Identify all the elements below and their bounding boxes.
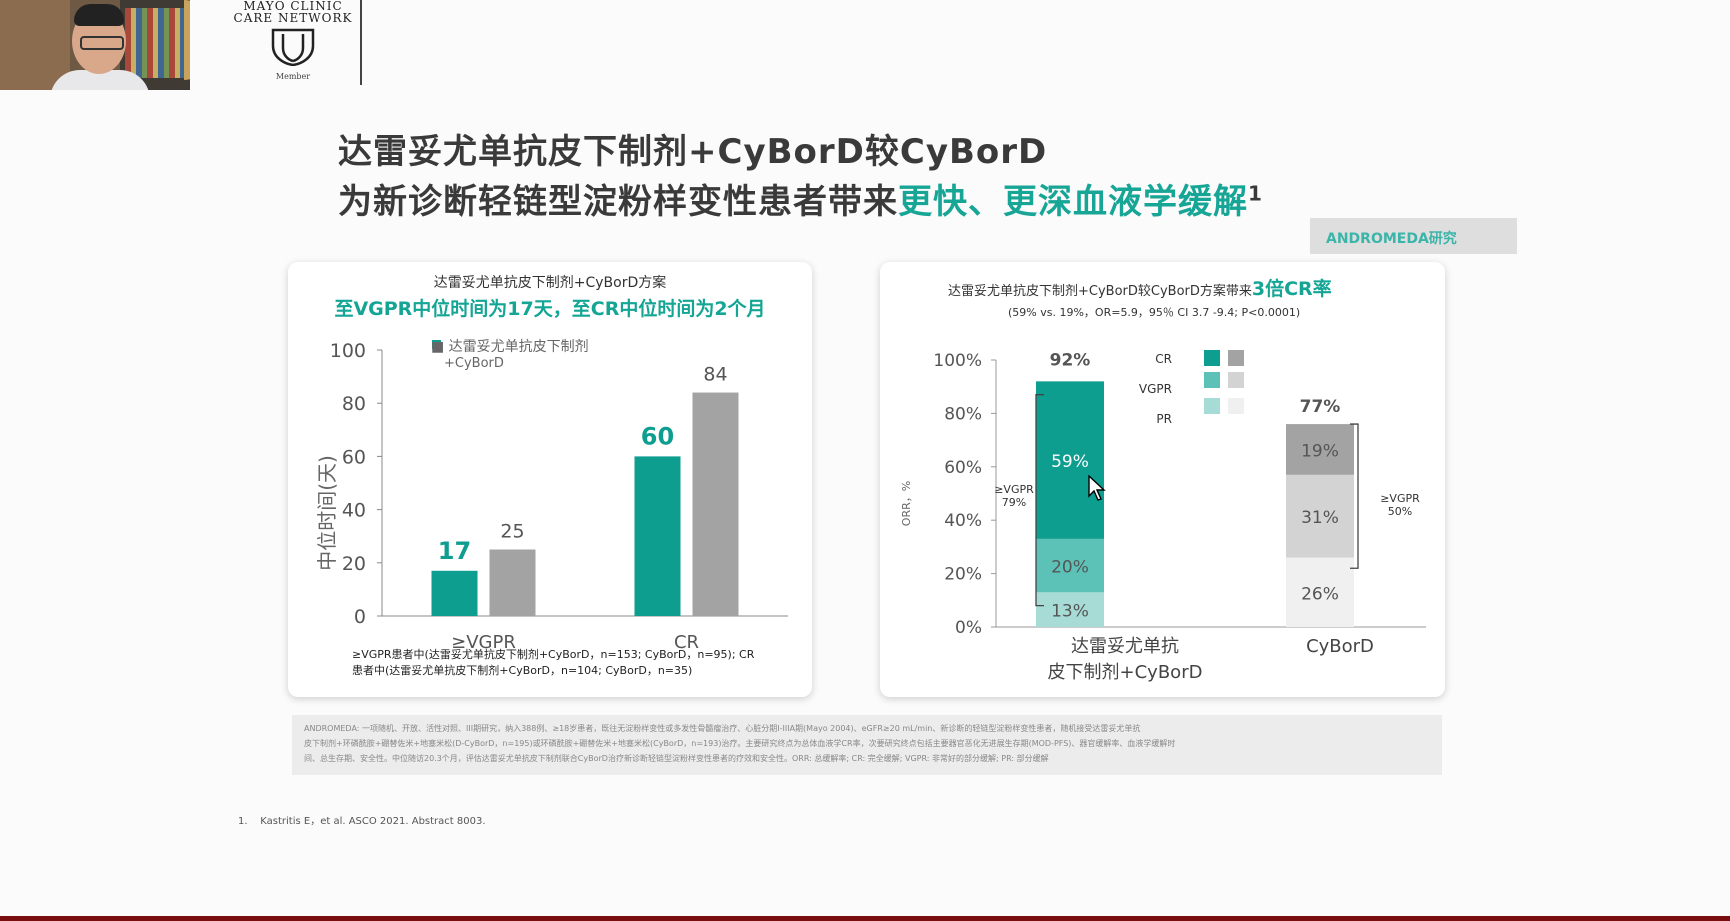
chart1-legend-swatch [432, 340, 441, 349]
logo-line-2: CARE NETWORK [233, 11, 353, 25]
median-time-bar-chart: 0 20 40 60 80 100 中位时间(天) ≥VGPR 17 25 CR 60 84 [315, 340, 788, 653]
right-heading-plain: 达雷妥尤单抗皮下制剂+CyBorD较CyBorD方案带来 [948, 284, 1252, 299]
legend-swatch-cr-grey [1228, 350, 1244, 366]
shield-icon [271, 28, 315, 67]
left-card-heading: 达雷妥尤单抗皮下制剂+CyBorD方案 [433, 275, 667, 291]
right-chart-card: 达雷妥尤单抗皮下制剂+CyBorD较CyBorD方案带来3倍CR率 (59% v… [880, 262, 1445, 697]
chart1-data-label: 60 [641, 422, 674, 450]
right-card-heading: 达雷妥尤单抗皮下制剂+CyBorD较CyBorD方案带来3倍CR率 [948, 274, 1332, 301]
chart2-bar-segment [1286, 557, 1354, 627]
chart1-y-tick-label: 40 [342, 500, 366, 522]
chart2-segment-label: 59% [1051, 452, 1089, 472]
slide-title-line-2: 为新诊断轻链型淀粉样变性患者带来更快、更深血液学缓解1 [338, 174, 1263, 223]
title-line-1-text: 达雷妥尤单抗皮下制剂+CyBorD较CyBorD [338, 132, 1048, 172]
chart2-segment-label: 26% [1301, 584, 1339, 604]
bracket-right-line2: 50% [1387, 505, 1413, 518]
chart2-segment-label: 19% [1301, 441, 1339, 461]
bracket-left-label: ≥VGPR 79% [986, 483, 1042, 509]
chart2-bar-segment [1036, 592, 1104, 627]
bottom-bar [0, 916, 1730, 921]
legend-swatch-pr-teal [1204, 398, 1220, 414]
chart1-x-tick-label: ≥VGPR [451, 632, 516, 653]
right-heading-highlight: 3倍CR率 [1251, 278, 1332, 300]
chart1-legend-text1: ■ 达雷妥尤单抗皮下制剂 [431, 339, 589, 355]
logo-divider [360, 0, 362, 85]
chart1-data-label: 84 [703, 364, 727, 386]
bracket-left-line1: ≥VGPR [994, 483, 1034, 496]
xlabel-group-a: 达雷妥尤单抗 皮下制剂+CyBorD [1030, 634, 1220, 686]
chart1-x-tick-label: CR [674, 632, 699, 653]
chart2-y-tick-label: 100% [933, 351, 982, 371]
chart2-bar-segment [1286, 424, 1354, 475]
left-card-subheading: 至VGPR中位时间为17天，至CR中位时间为2个月 [334, 298, 766, 320]
legend-cr: CR [1155, 352, 1172, 366]
bracket-left-line2: 79% [1001, 496, 1027, 509]
chart1-y-tick-label: 0 [354, 606, 366, 628]
legend-swatch-vgpr-teal [1204, 372, 1220, 388]
chart2-y-tick-label: 40% [944, 511, 982, 531]
chart2-bracket-left [1035, 394, 1044, 607]
xlabel-a-line2: 皮下制剂+CyBorD [1047, 662, 1203, 683]
slide-title-line-1: 达雷妥尤单抗皮下制剂+CyBorD较CyBorD [338, 124, 1047, 173]
chart2-y-label: ORR，% [900, 481, 913, 526]
logo-line-1: MAYO CLINIC [243, 0, 343, 13]
xlabel-a-line1: 达雷妥尤单抗 [1071, 636, 1179, 657]
chart1-data-label: 25 [500, 521, 524, 543]
footnote-line1: ANDROMEDA: 一项随机、开放、活性对照、III期研究，纳入388例、≥1… [304, 724, 1141, 733]
chart2-legend-labels: CR VGPR PR [1128, 344, 1172, 434]
chart1-y-tick-label: 20 [342, 553, 366, 575]
mouse-cursor-icon [1088, 475, 1106, 501]
chart2-total-label: 77% [1300, 397, 1341, 417]
study-footnote: ANDROMEDA: 一项随机、开放、活性对照、III期研究，纳入388例、≥1… [292, 715, 1442, 775]
title-line-2-plain: 为新诊断轻链型淀粉样变性患者带来 [338, 182, 898, 222]
chart1-y-label: 中位时间(天) [315, 455, 339, 571]
chart1-bar [692, 392, 739, 616]
chart1-data-label: 17 [438, 537, 471, 565]
left-chart-card: 达雷妥尤单抗皮下制剂+CyBorD方案 至VGPR中位时间为17天，至CR中位时… [288, 262, 812, 697]
chart1-y-tick-label: 60 [342, 446, 366, 468]
chart2-y-tick-label: 60% [944, 458, 982, 478]
legend-swatch-cr-teal [1204, 350, 1220, 366]
chart2-bar-segment [1036, 538, 1104, 593]
title-line-2-highlight: 更快、更深血液学缓解 [898, 182, 1248, 222]
legend-vgpr: VGPR [1138, 382, 1172, 396]
legend-pr: PR [1156, 412, 1172, 426]
logo-member: Member [275, 72, 311, 81]
study-tag: ANDROMEDA研究 [1310, 218, 1517, 254]
chart2-segment-label: 20% [1051, 558, 1089, 578]
chart1-bar [431, 570, 478, 616]
legend-swatch-vgpr-grey [1228, 372, 1244, 388]
chart2-segment-label: 31% [1301, 508, 1339, 528]
chart1-y-tick-label: 80 [342, 393, 366, 415]
legend-swatch-pr-grey [1228, 398, 1244, 414]
right-card-stats: (59% vs. 19%，OR=5.9，95％ CI 3.7 -9.4; P<0… [1008, 306, 1301, 319]
xlabel-group-b: CyBorD [1306, 636, 1374, 657]
chart2-total-label: 92% [1050, 350, 1091, 370]
footnote-line3: 间、总生存期、安全性。中位随访20.3个月，评估达雷妥尤单抗皮下制剂联合CyBo… [304, 754, 1049, 763]
reference: 1. Kastritis E，et al. ASCO 2021. Abstrac… [238, 816, 486, 827]
chart1-y-tick-label: 100 [330, 340, 366, 362]
bracket-right-line1: ≥VGPR [1380, 492, 1420, 505]
chart1-legend-line1: ■ 达雷妥尤单抗皮下制剂 [431, 336, 589, 356]
chart1-note-line1: ≥VGPR患者中(达雷妥尤单抗皮下制剂+CyBorD，n=153; CyBorD… [352, 648, 755, 661]
bracket-right-label: ≥VGPR 50% [1372, 492, 1428, 518]
chart2-bracket-right [1350, 423, 1359, 569]
orr-stacked-bar-chart: 0% 20% 40% 60% 80% 100% ORR，% 13% 20% 59% 92% 26% 31… [900, 350, 1426, 638]
chart2-bar-segment [1286, 474, 1354, 558]
title-footnote-marker: 1 [1248, 181, 1263, 206]
chart2-y-tick-label: 80% [944, 404, 982, 424]
chart1-note-line2: 患者中(达雷妥尤单抗皮下制剂+CyBorD，n=104; CyBorD，n=35… [352, 664, 693, 677]
chart2-y-tick-label: 0% [955, 618, 982, 638]
chart2-bar-segment [1036, 381, 1104, 539]
chart2-y-tick-label: 20% [944, 565, 982, 585]
chart1-bar [634, 456, 681, 616]
chart2-segment-label: 13% [1051, 602, 1089, 622]
chart1-legend-line2: +CyBorD [444, 356, 504, 371]
webcam-video [0, 0, 190, 90]
study-tag-label: ANDROMEDA研究 [1326, 231, 1457, 247]
footnote-line2: 皮下制剂+环磷酰胺+硼替佐米+地塞米松(D-CyBorD，n=195)或环磷酰胺… [304, 739, 1176, 748]
mayo-clinic-logo: MAYO CLINIC CARE NETWORK Member [228, 0, 358, 85]
chart1-bar [489, 549, 536, 616]
